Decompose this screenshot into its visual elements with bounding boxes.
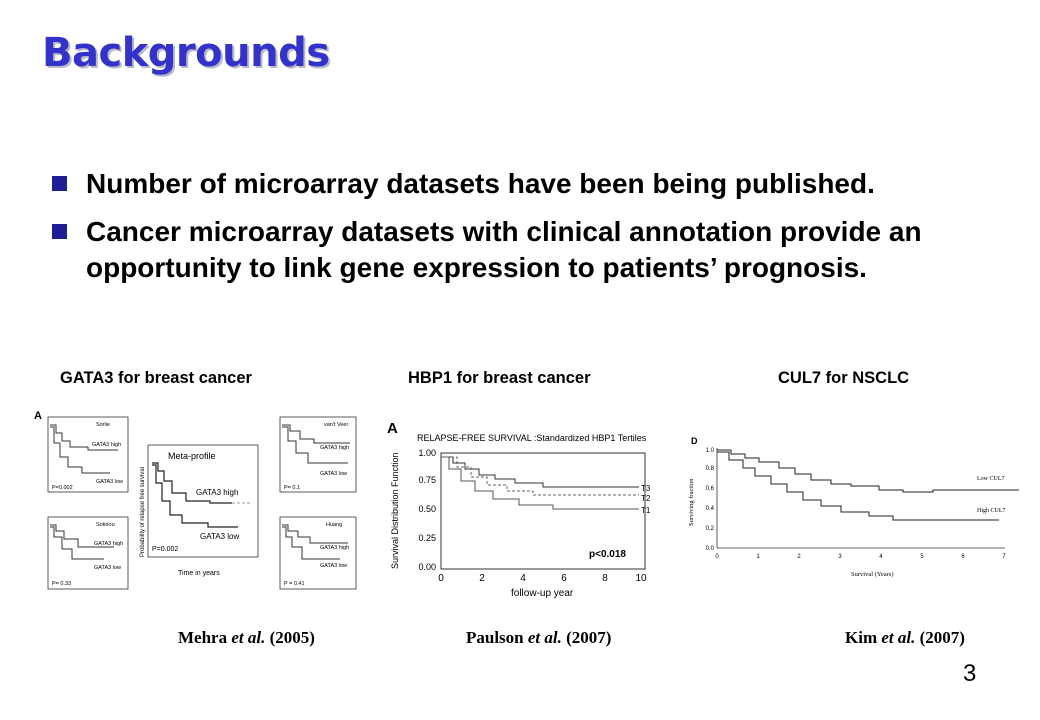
km-pvalue: P= 0.1 [284,485,300,491]
svg-text:6: 6 [561,573,567,584]
cul7-ylabel: Surviving fraction [688,478,695,526]
km-panel-sorlie: Sorlie GATA3 high GATA3 low P=0.002 [47,416,129,493]
svg-text:0.8: 0.8 [706,466,715,472]
gata3-panel-label: A [34,410,42,422]
svg-text:2: 2 [479,573,485,584]
svg-text:7: 7 [1002,554,1006,560]
hbp1-panel-label: A [387,420,398,437]
km-label-low: GATA3 low [320,471,347,477]
svg-text:6: 6 [961,554,965,560]
cul7-x-ticks: 0 1 2 3 4 5 6 7 [715,554,1006,560]
hbp1-series-label: T1 [641,506,651,515]
km-label-low: GATA3 low [94,565,121,571]
km-panel-title: van't Veer [324,422,348,428]
km-ylabel: Probability of relapse free survival [140,467,146,557]
bullet-text: Number of microarray datasets have been … [86,168,875,199]
svg-text:0.00: 0.00 [418,562,436,572]
km-pvalue: P=0.002 [52,485,73,491]
km-pvalue: P = 0.41 [284,581,305,587]
km-panel-sotiriou: Sotiriou GATA3 high GATA3 low P= 0.33 [47,516,129,590]
bullet-item: Number of microarray datasets have been … [52,166,1012,202]
svg-text:4: 4 [520,573,526,584]
cul7-km-plot: D Surviving fraction 0.0 0.2 0.4 0.6 0.8… [688,436,1019,578]
svg-text:0.25: 0.25 [418,533,436,543]
svg-text:4: 4 [879,554,883,560]
hbp1-ylabel: Survival Distribution Function [390,452,400,569]
svg-text:1.0: 1.0 [706,448,715,454]
km-panel-title: Huang [326,522,342,528]
hbp1-x-ticks: 0 2 4 6 8 10 [438,573,647,584]
bullet-square-icon [52,176,67,191]
hbp1-figure: A RELAPSE-FREE SURVIVAL :Standardized HB… [383,415,661,605]
km-pvalue: P= 0.33 [52,581,71,587]
km-center-title: Meta-profile [168,451,216,461]
hbp1-plot-title: RELAPSE-FREE SURVIVAL :Standardized HBP1… [417,433,647,443]
gata3-figure: A Sorlie GATA3 high GATA3 low P=0.002 va… [30,405,360,605]
svg-text:0.0: 0.0 [706,546,715,552]
km-panel-meta-profile: Meta-profile GATA3 high GATA3 low P=0.00… [147,444,259,577]
hbp1-series-label: T3 [641,484,651,493]
hbp1-km-plot: A RELAPSE-FREE SURVIVAL :Standardized HB… [387,420,651,599]
hbp1-xlabel: follow-up year [511,588,574,599]
hbp1-pvalue: p<0.018 [589,549,626,560]
cul7-caption: CUL7 for NSCLC [778,369,910,387]
svg-text:1.00: 1.00 [418,448,436,458]
km-pvalue: P=0.002 [152,546,178,553]
slide-title: Backgrounds [42,30,330,76]
km-panel-vantveer: van't Veer GATA3 high GATA3 low P= 0.1 [279,416,357,493]
cul7-series-label: Low CUL7 [977,476,1005,482]
svg-text:0.4: 0.4 [706,506,715,512]
km-label-high: GATA3 high [92,442,121,448]
svg-text:0.6: 0.6 [706,486,715,492]
gata3-reference: Mehra et al. (2005) [178,628,315,647]
gata3-caption: GATA3 for breast cancer [60,369,252,387]
km-panel-title: Sotiriou [96,522,115,528]
svg-text:10: 10 [635,573,647,584]
km-label-low: GATA3 low [320,563,347,569]
svg-text:3: 3 [838,554,842,560]
svg-text:0.50: 0.50 [418,504,436,514]
km-panel-huang: Huang GATA3 high GATA3 low P = 0.41 [279,516,357,590]
hbp1-y-ticks: 0.00 0.25 0.50 0.75 1.00 [418,448,436,572]
km-xlabel: Time in years [178,570,220,577]
cul7-y-ticks: 0.0 0.2 0.4 0.6 0.8 1.0 [706,448,715,552]
km-label-high: GATA3 high [196,488,238,497]
svg-text:8: 8 [602,573,608,584]
svg-text:5: 5 [920,554,924,560]
svg-text:0: 0 [438,573,444,584]
hbp1-reference: Paulson et al. (2007) [466,628,612,647]
bullet-list: Number of microarray datasets have been … [52,166,1012,298]
cul7-xlabel: Survival (Years) [851,571,894,578]
km-label-high: GATA3 high [94,541,123,547]
svg-text:0.75: 0.75 [418,475,436,485]
cul7-series-label: High CUL7 [977,508,1006,514]
page-number: 3 [963,660,977,687]
bullet-square-icon [52,224,67,239]
km-label-high: GATA3 high [320,445,349,451]
hbp1-caption: HBP1 for breast cancer [408,369,591,387]
svg-text:0.2: 0.2 [706,526,715,532]
km-panel-title: Sorlie [96,422,110,428]
bullet-item: Cancer microarray datasets with clinical… [52,214,1012,286]
cul7-figure: D Surviving fraction 0.0 0.2 0.4 0.6 0.8… [683,430,1023,585]
svg-text:1: 1 [756,554,760,560]
cul7-reference: Kim et al. (2007) [845,628,965,647]
gata3-km-plots: A Sorlie GATA3 high GATA3 low P=0.002 va… [34,410,357,590]
svg-text:0: 0 [715,554,719,560]
km-label-low: GATA3 low [200,532,239,541]
svg-text:2: 2 [797,554,801,560]
km-label-high: GATA3 high [320,545,349,551]
bullet-text: Cancer microarray datasets with clinical… [86,216,922,283]
cul7-panel-label: D [691,436,698,446]
km-label-low: GATA3 low [96,479,123,485]
hbp1-series-label: T2 [641,494,651,503]
